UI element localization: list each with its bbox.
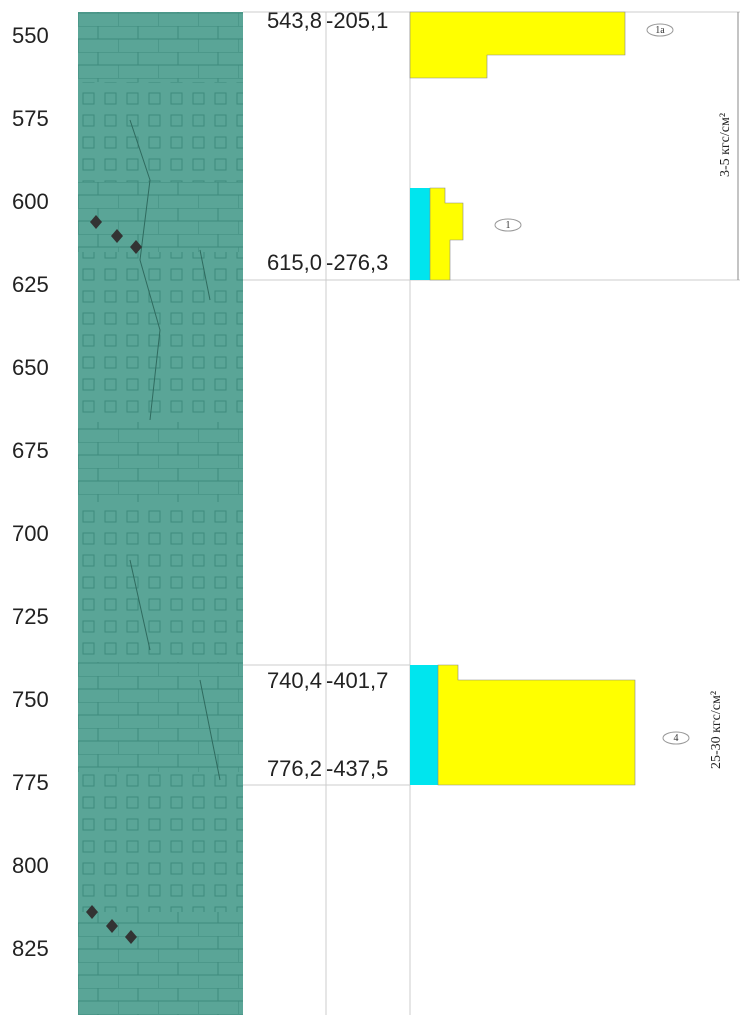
interval-abs: -437,5	[326, 756, 388, 781]
depth-tick-label: 650	[12, 355, 49, 380]
interval-abs: -401,7	[326, 668, 388, 693]
depth-tick-label: 575	[12, 106, 49, 131]
interval-abs: -205,1	[326, 8, 388, 33]
pressure-label: 25-30 кгс/см²	[709, 691, 724, 769]
depth-tick-label: 725	[12, 604, 49, 629]
pressure-label: 3-5 кгс/см²	[718, 113, 733, 177]
layer-tag: 4	[674, 733, 679, 744]
depth-tick-label: 700	[12, 521, 49, 546]
depth-tick-label: 625	[12, 272, 49, 297]
interval-depth: 543,8	[267, 8, 322, 33]
interval-depth: 776,2	[267, 756, 322, 781]
depth-tick-label: 825	[12, 936, 49, 961]
lithology-column	[78, 12, 243, 1015]
depth-tick-label: 600	[12, 189, 49, 214]
tag-ovals	[494, 23, 690, 745]
interval-depth: 740,4	[267, 668, 322, 693]
depth-tick-label: 800	[12, 853, 49, 878]
depth-tick-label: 550	[12, 23, 49, 48]
interval-abs: -276,3	[326, 250, 388, 275]
depth-tick-label: 750	[12, 687, 49, 712]
depth-tick-label: 775	[12, 770, 49, 795]
intervals	[409, 11, 636, 786]
interval-depth: 615,0	[267, 250, 322, 275]
depth-tick-label: 675	[12, 438, 49, 463]
layer-tag: 1	[506, 220, 511, 231]
layer-tag: 1а	[655, 25, 665, 36]
frame	[243, 11, 740, 1015]
